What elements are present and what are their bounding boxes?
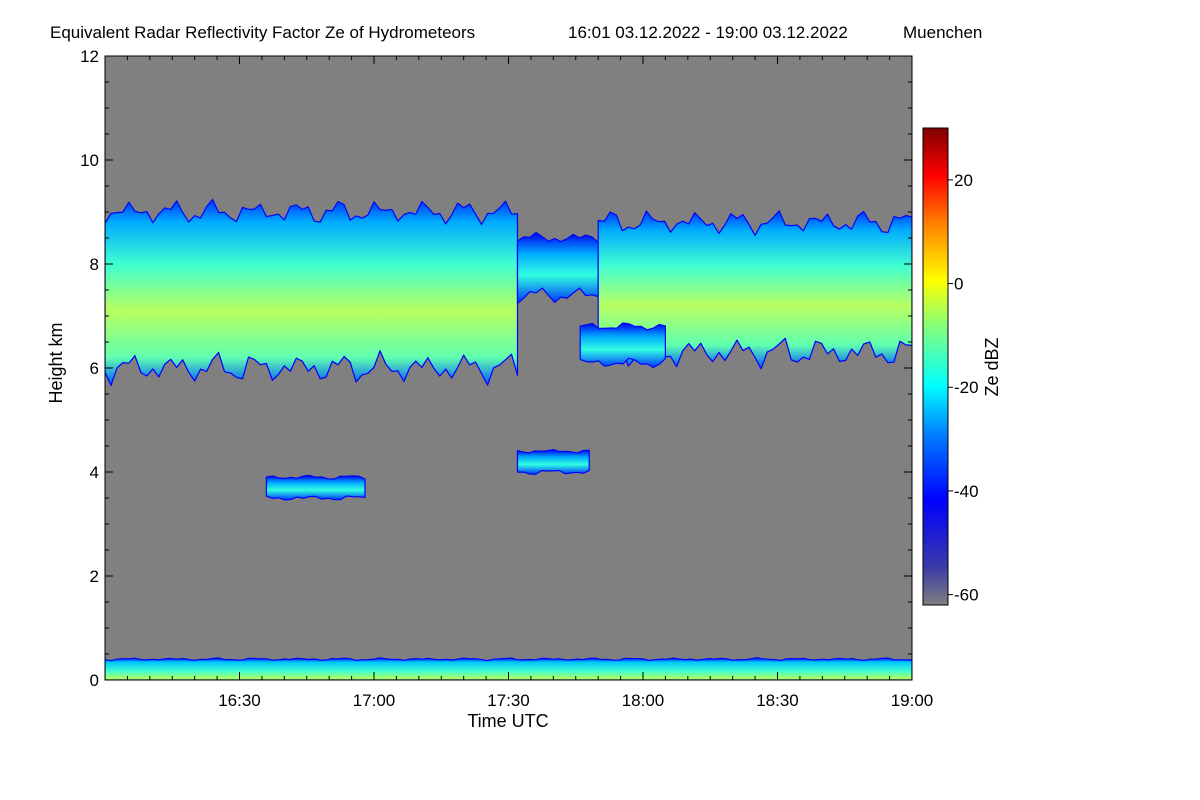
y-tick-label: 6 bbox=[90, 359, 99, 378]
colorbar-label: Ze dBZ bbox=[982, 337, 1002, 396]
chart-time-range: 16:01 03.12.2022 - 19:00 03.12.2022 bbox=[568, 23, 848, 42]
cloud-region-small-patch-a bbox=[265, 474, 366, 501]
reflectivity-field bbox=[105, 198, 912, 680]
y-axis-label: Height km bbox=[46, 322, 66, 403]
x-tick-label: 19:00 bbox=[891, 691, 934, 710]
chart-title: Equivalent Radar Reflectivity Factor Ze … bbox=[50, 23, 475, 42]
y-tick-label: 8 bbox=[90, 255, 99, 274]
cloud-region-mid-cloud-patch bbox=[579, 322, 666, 369]
x-tick-label: 17:30 bbox=[487, 691, 530, 710]
colorbar-tick-label: -20 bbox=[954, 378, 979, 397]
cloud-region-small-patch-b bbox=[516, 449, 590, 475]
colorbar-tick-label: 0 bbox=[954, 275, 963, 294]
y-tick-label: 4 bbox=[90, 463, 99, 482]
cloud-region-late-cloud-layer bbox=[597, 210, 912, 370]
colorbar-tick-label: -40 bbox=[954, 482, 979, 501]
colorbar bbox=[922, 127, 949, 606]
y-tick-label: 2 bbox=[90, 567, 99, 586]
colorbar-tick-label: -60 bbox=[954, 586, 979, 605]
x-axis-label: Time UTC bbox=[467, 711, 548, 731]
x-tick-label: 17:00 bbox=[353, 691, 396, 710]
y-tick-label: 12 bbox=[80, 47, 99, 66]
cloud-region-upper-cloud-extension bbox=[516, 231, 599, 304]
x-tick-label: 18:00 bbox=[622, 691, 665, 710]
colorbar-tick-label: 20 bbox=[954, 171, 973, 190]
y-axis: 0 2 4 6 8 10 12 bbox=[80, 47, 912, 690]
x-tick-label: 18:30 bbox=[756, 691, 799, 710]
x-tick-label: 16:30 bbox=[218, 691, 261, 710]
cloud-region-upper-cloud-layer bbox=[105, 198, 519, 386]
chart-location: Muenchen bbox=[903, 23, 982, 42]
y-tick-label: 0 bbox=[90, 671, 99, 690]
y-tick-label: 10 bbox=[80, 151, 99, 170]
x-axis: 16:30 17:00 17:30 18:00 18:30 19:00 bbox=[126, 56, 934, 710]
cloud-region-surface-layer bbox=[105, 657, 912, 680]
colorbar-ticks: -60 -40 -20 0 20 bbox=[948, 171, 979, 605]
